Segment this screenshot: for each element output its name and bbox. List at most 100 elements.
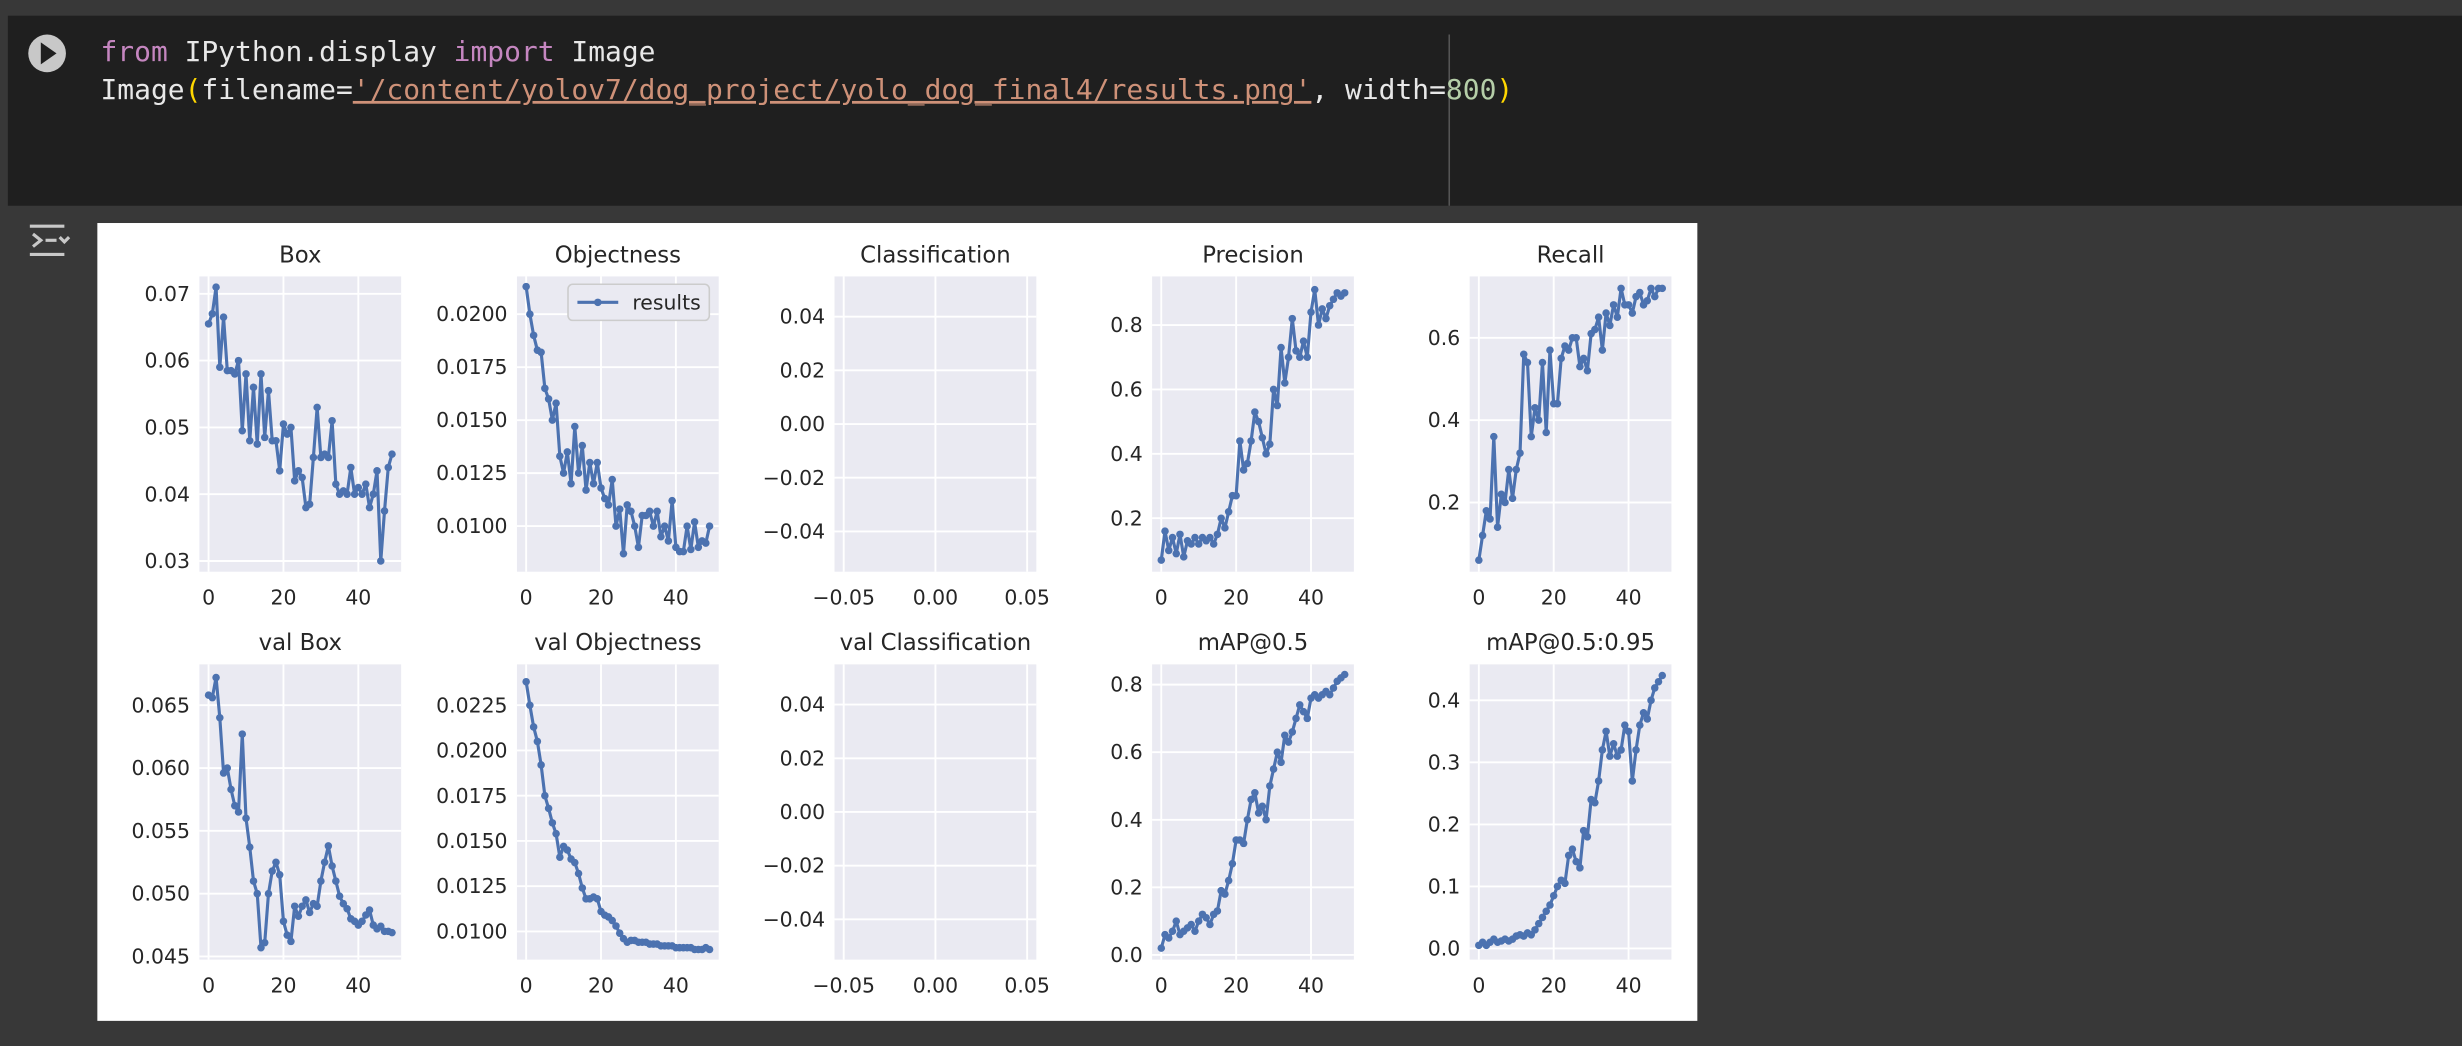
y-tick-label: 0.04 — [780, 693, 825, 717]
data-point — [343, 490, 351, 498]
data-point — [608, 475, 617, 484]
data-point — [1254, 417, 1263, 426]
y-tick-label: 0.045 — [132, 945, 190, 969]
data-point — [1273, 401, 1282, 410]
data-point — [1284, 353, 1293, 362]
icon-arrow[interactable] — [31, 232, 44, 248]
y-tick-label: 0.065 — [132, 693, 190, 717]
subplot: val Objectness 0.0100 0.0125 0.0150 0.0175 0.… — [436, 630, 719, 998]
subplot-title: mAP@0.5 — [1198, 630, 1308, 656]
data-point — [1277, 758, 1285, 767]
x-tick-label: 20 — [1223, 586, 1249, 610]
data-point — [1168, 533, 1177, 542]
data-point — [279, 917, 288, 926]
run-triangle[interactable] — [40, 42, 57, 65]
y-tick-label: 0.1 — [1428, 874, 1460, 898]
data-point — [1202, 913, 1210, 922]
data-point — [563, 846, 572, 854]
y-tick-label: 0.0 — [1110, 943, 1142, 967]
y-tick-label: 0.6 — [1110, 378, 1142, 402]
data-point — [212, 673, 220, 682]
data-point — [380, 507, 389, 515]
data-point — [1288, 728, 1297, 736]
y-tick-label: 0.03 — [145, 549, 190, 573]
y-tick-label: 0.055 — [132, 819, 190, 843]
legend-box — [567, 283, 711, 322]
data-point — [1325, 690, 1334, 699]
run-button[interactable] — [28, 34, 66, 73]
data-point — [1288, 314, 1297, 323]
y-tick-label: 0.4 — [1110, 808, 1142, 832]
data-point — [526, 701, 534, 710]
data-point — [365, 503, 374, 512]
data-point — [302, 896, 310, 904]
data-point — [204, 320, 213, 328]
data-point — [234, 808, 243, 816]
data-point — [1187, 920, 1195, 929]
data-point — [604, 501, 613, 509]
data-point — [1213, 530, 1222, 539]
data-point — [544, 395, 553, 403]
data-point — [1531, 404, 1539, 412]
data-point — [574, 469, 583, 477]
data-point — [1303, 353, 1312, 362]
data-point — [1296, 701, 1304, 709]
y-tick-label: 0.2 — [1110, 875, 1142, 899]
data-point — [1613, 752, 1622, 760]
data-point — [365, 906, 374, 914]
data-point — [687, 545, 695, 554]
data-point — [343, 904, 351, 913]
data-point — [1553, 399, 1562, 408]
x-tick-label: 40 — [1298, 586, 1324, 610]
data-point — [683, 522, 691, 530]
data-point — [1194, 540, 1203, 548]
output-toggle[interactable] — [29, 224, 71, 257]
data-point — [582, 486, 590, 494]
subplot-title: Classification — [860, 242, 1011, 268]
y-tick-label: 0.0 — [1428, 937, 1460, 961]
data-point — [1325, 301, 1334, 310]
data-point — [702, 539, 710, 547]
data-point — [1639, 708, 1648, 717]
data-point — [552, 829, 560, 838]
code-token: 800 — [1446, 73, 1496, 106]
data-point — [1519, 350, 1528, 359]
data-point — [1609, 301, 1618, 309]
data-point — [279, 420, 288, 428]
data-point — [660, 522, 669, 530]
data-point — [1531, 926, 1539, 934]
subplot-title: Objectness — [555, 242, 681, 268]
code-line[interactable]: from IPython.display import Image — [100, 35, 655, 68]
data-point — [1576, 362, 1584, 371]
data-point — [597, 484, 605, 492]
x-tick-label: 0 — [202, 586, 215, 610]
data-point — [335, 892, 344, 900]
data-point — [238, 426, 247, 435]
data-point — [1247, 795, 1255, 804]
data-point — [208, 310, 217, 318]
data-point — [324, 453, 333, 462]
data-point — [275, 467, 284, 475]
y-tick-label: −0.04 — [763, 519, 826, 543]
data-point — [1314, 321, 1323, 329]
data-point — [526, 310, 534, 318]
data-point — [1647, 696, 1655, 705]
data-point — [1258, 802, 1267, 811]
data-point — [1191, 927, 1199, 936]
y-tick-label: 0.060 — [132, 756, 190, 780]
icon-caret[interactable] — [58, 236, 71, 245]
data-point — [1262, 815, 1270, 824]
data-point — [249, 877, 258, 885]
data-point — [362, 480, 370, 488]
data-point — [1624, 301, 1633, 309]
data-point — [1624, 727, 1633, 736]
y-tick-label: 0.02 — [780, 358, 825, 382]
plot-area — [1469, 664, 1672, 960]
data-point — [533, 737, 542, 746]
data-point — [612, 522, 620, 530]
code-line[interactable]: Image(filename='/content/yolov7/dog_proj… — [100, 73, 1513, 107]
data-point — [1318, 305, 1327, 313]
y-tick-label: 0.4 — [1428, 408, 1460, 432]
data-point — [272, 858, 280, 867]
